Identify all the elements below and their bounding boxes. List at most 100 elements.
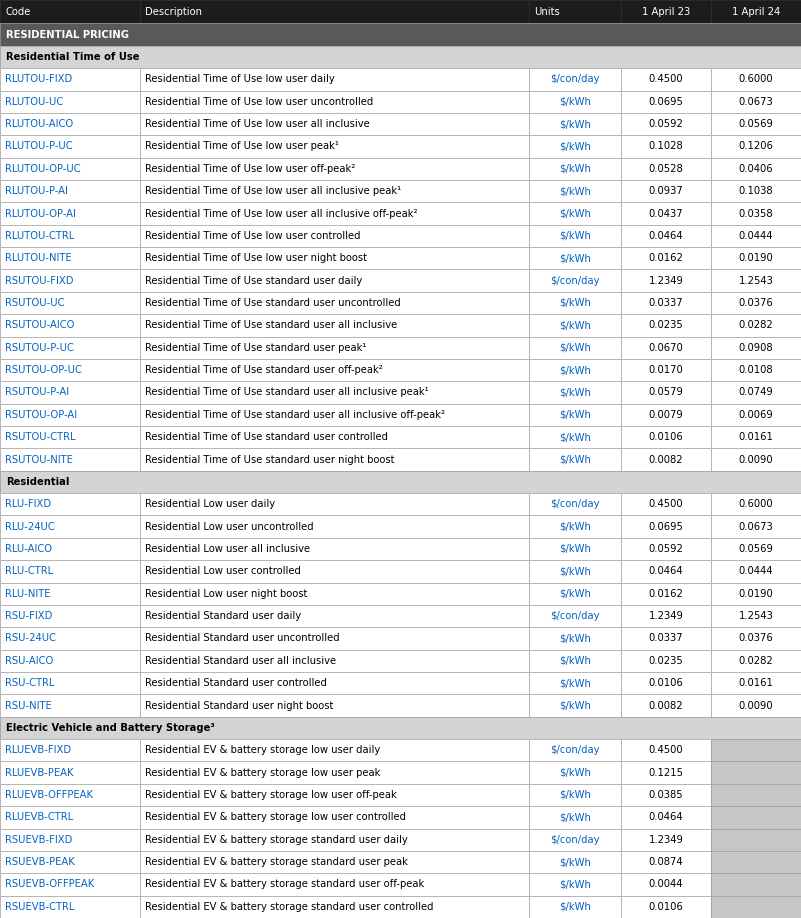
Bar: [621, 605, 711, 627]
Bar: [621, 650, 711, 672]
Bar: [711, 426, 801, 448]
Text: RLUEVB-OFFPEAK: RLUEVB-OFFPEAK: [5, 790, 93, 800]
Bar: [140, 91, 529, 113]
Bar: [711, 829, 801, 851]
Bar: [621, 448, 711, 471]
Bar: [711, 896, 801, 918]
Bar: [711, 68, 801, 91]
Bar: [711, 337, 801, 359]
Text: 0.0592: 0.0592: [648, 544, 683, 554]
Bar: [140, 270, 529, 292]
Text: RSU-CTRL: RSU-CTRL: [5, 678, 54, 688]
Bar: [0, 873, 140, 896]
Bar: [0, 247, 140, 270]
Bar: [140, 180, 529, 202]
Bar: [0, 471, 801, 493]
Bar: [0, 202, 140, 225]
Bar: [529, 493, 621, 515]
Bar: [529, 493, 621, 515]
Bar: [711, 448, 801, 471]
Bar: [0, 91, 140, 113]
Text: RLUEVB-FIXD: RLUEVB-FIXD: [5, 745, 71, 756]
Text: RSUTOU-FIXD: RSUTOU-FIXD: [5, 275, 74, 285]
Text: 0.0170: 0.0170: [649, 365, 683, 375]
Bar: [621, 158, 711, 180]
Bar: [0, 0, 140, 24]
Bar: [621, 650, 711, 672]
Bar: [529, 739, 621, 761]
Bar: [711, 314, 801, 337]
Bar: [621, 359, 711, 381]
Bar: [0, 225, 140, 247]
Bar: [621, 694, 711, 717]
Text: RSUTOU-P-AI: RSUTOU-P-AI: [5, 387, 69, 397]
Text: 0.0235: 0.0235: [649, 655, 683, 666]
Bar: [140, 739, 529, 761]
Text: 0.0106: 0.0106: [649, 678, 683, 688]
Text: Residential Low user controlled: Residential Low user controlled: [145, 566, 301, 577]
Text: Residential Time of Use low user daily: Residential Time of Use low user daily: [145, 74, 335, 84]
Bar: [711, 202, 801, 225]
Bar: [140, 851, 529, 873]
Text: 0.0437: 0.0437: [649, 208, 683, 218]
Bar: [711, 225, 801, 247]
Text: Residential Time of Use: Residential Time of Use: [6, 52, 139, 62]
Text: 0.0358: 0.0358: [739, 208, 773, 218]
Bar: [621, 583, 711, 605]
Bar: [711, 404, 801, 426]
Text: Residential Low user uncontrolled: Residential Low user uncontrolled: [145, 521, 314, 532]
Text: $/kWh: $/kWh: [559, 655, 590, 666]
Text: Residential Time of Use low user all inclusive peak¹: Residential Time of Use low user all inc…: [145, 186, 401, 196]
Bar: [711, 873, 801, 896]
Text: 0.0749: 0.0749: [739, 387, 773, 397]
Bar: [140, 627, 529, 650]
Bar: [140, 829, 529, 851]
Bar: [140, 583, 529, 605]
Bar: [621, 896, 711, 918]
Bar: [140, 404, 529, 426]
Bar: [0, 672, 140, 694]
Text: Description: Description: [145, 6, 202, 17]
Bar: [0, 806, 140, 829]
Text: 0.0282: 0.0282: [739, 655, 773, 666]
Bar: [621, 135, 711, 158]
Bar: [621, 873, 711, 896]
Bar: [621, 426, 711, 448]
Bar: [529, 91, 621, 113]
Text: Residential: Residential: [6, 476, 70, 487]
Text: RLUTOU-OP-UC: RLUTOU-OP-UC: [5, 163, 81, 174]
Bar: [711, 135, 801, 158]
Bar: [0, 180, 140, 202]
Bar: [711, 270, 801, 292]
Bar: [621, 359, 711, 381]
Bar: [0, 270, 140, 292]
Text: $/con/day: $/con/day: [550, 611, 599, 621]
Text: Residential Low user all inclusive: Residential Low user all inclusive: [145, 544, 310, 554]
Bar: [621, 68, 711, 91]
Bar: [0, 135, 140, 158]
Text: Residential Time of Use standard user all inclusive: Residential Time of Use standard user al…: [145, 320, 397, 330]
Bar: [621, 247, 711, 270]
Text: Residential Time of Use low user off-peak²: Residential Time of Use low user off-pea…: [145, 163, 356, 174]
Bar: [140, 91, 529, 113]
Bar: [621, 202, 711, 225]
Bar: [0, 493, 140, 515]
Text: 0.0090: 0.0090: [739, 454, 773, 465]
Bar: [140, 225, 529, 247]
Bar: [0, 583, 140, 605]
Bar: [140, 135, 529, 158]
Bar: [621, 448, 711, 471]
Bar: [140, 851, 529, 873]
Bar: [621, 672, 711, 694]
Bar: [140, 761, 529, 784]
Bar: [0, 292, 140, 314]
Bar: [621, 270, 711, 292]
Text: Units: Units: [533, 6, 559, 17]
Bar: [621, 292, 711, 314]
Bar: [529, 225, 621, 247]
Bar: [529, 247, 621, 270]
Text: 0.0044: 0.0044: [649, 879, 683, 890]
Bar: [140, 672, 529, 694]
Bar: [711, 404, 801, 426]
Bar: [140, 650, 529, 672]
